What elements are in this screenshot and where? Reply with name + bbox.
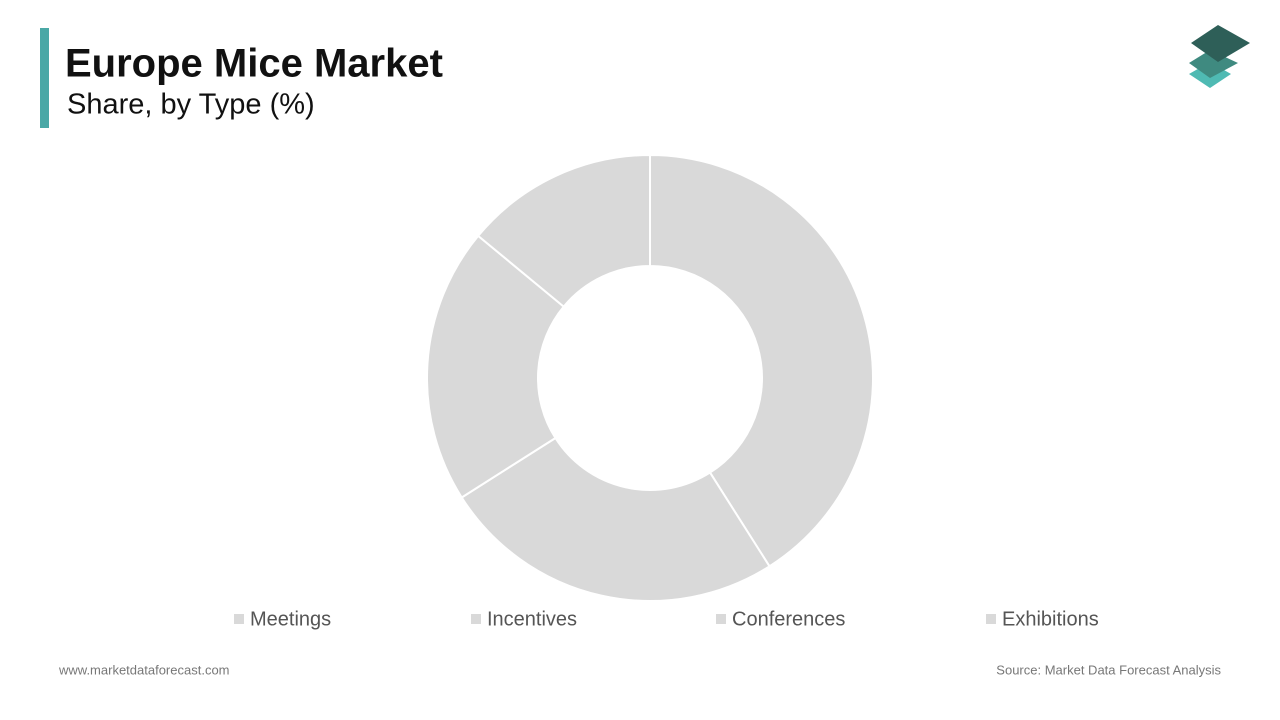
- chart-subtitle: Share, by Type (%): [67, 89, 315, 121]
- legend-swatch: [716, 614, 726, 624]
- donut-slice: [476, 153, 651, 309]
- legend-swatch: [234, 614, 244, 624]
- legend-swatch: [471, 614, 481, 624]
- legend-label: Conferences: [732, 608, 845, 630]
- donut-slice: [426, 234, 566, 499]
- legend-label: Incentives: [487, 608, 577, 630]
- source: Source: Market Data Forecast Analysis: [996, 662, 1221, 677]
- donut-slice: [460, 436, 771, 602]
- legend-label: Meetings: [250, 608, 331, 630]
- legend-label: Exhibitions: [1002, 608, 1099, 630]
- logo: [1189, 25, 1250, 88]
- website: www.marketdataforecast.com: [58, 662, 230, 677]
- chart-title: Europe Mice Market: [65, 42, 443, 86]
- legend-swatch: [986, 614, 996, 624]
- donut-slice: [649, 153, 874, 568]
- title-accent: [40, 28, 49, 128]
